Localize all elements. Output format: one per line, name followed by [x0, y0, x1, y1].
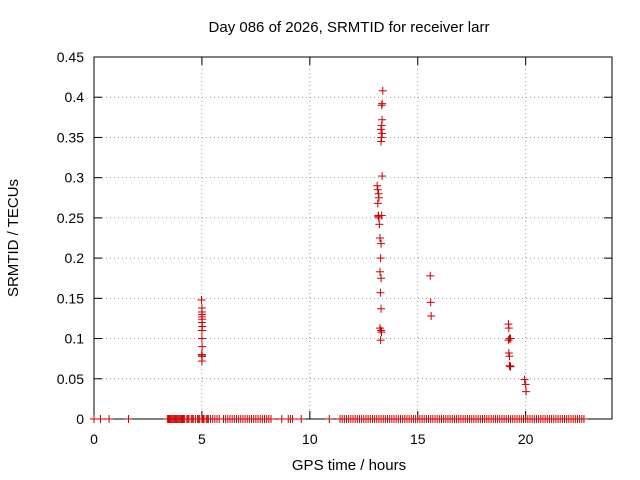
y-tick-label: 0.2	[65, 250, 85, 266]
data-point	[504, 349, 513, 358]
data-point	[198, 342, 207, 351]
data-point	[377, 239, 386, 248]
data-point	[197, 326, 206, 335]
data-point	[506, 362, 515, 371]
data-point	[197, 334, 206, 343]
x-tick-label: 20	[518, 431, 534, 447]
data-point	[373, 199, 382, 208]
data-point	[521, 380, 530, 389]
x-axis-label: GPS time / hours	[292, 457, 406, 474]
data-point	[377, 125, 386, 134]
grid-lines	[94, 57, 612, 419]
data-point	[378, 99, 387, 108]
x-tick-label: 15	[410, 431, 426, 447]
x-tick-label: 5	[198, 431, 206, 447]
y-tick-label: 0.05	[57, 371, 84, 387]
y-tick-label: 0.35	[57, 129, 84, 145]
data-point	[377, 133, 386, 142]
data-point	[377, 304, 386, 313]
data-point-zero	[105, 415, 114, 423]
data-point	[504, 324, 513, 333]
data-point-zero	[96, 415, 105, 423]
data-point	[376, 336, 385, 345]
data-point	[197, 295, 206, 304]
data-point	[378, 115, 387, 124]
data-point	[522, 387, 531, 396]
data-point	[376, 288, 385, 297]
data-point-zero	[266, 415, 275, 423]
axis-ticks: 0 0.05 0.1 0.15 0.2 0.25 0.3 0.35 0.4 0.45 0 5 10 15 2…	[57, 49, 612, 447]
y-tick-label: 0.3	[65, 170, 85, 186]
data-point	[377, 328, 386, 337]
data-point	[427, 312, 436, 321]
y-axis-label: SRMTID / TECUs	[5, 179, 22, 297]
y-tick-label: 0.4	[65, 89, 85, 105]
y-tick-label: 0.1	[65, 331, 85, 347]
data-point	[377, 211, 386, 220]
data-point	[376, 254, 385, 263]
y-tick-label: 0.45	[57, 49, 84, 65]
data-point-zero	[579, 415, 588, 423]
y-tick-label: 0.25	[57, 210, 84, 226]
data-point	[426, 271, 435, 280]
data-point	[375, 234, 384, 242]
data-point-zero	[288, 415, 297, 423]
data-point-zero	[124, 415, 133, 423]
data-point	[375, 220, 384, 229]
x-tick-label: 10	[302, 431, 318, 447]
data-point	[506, 334, 515, 343]
data-point	[373, 185, 382, 194]
data-point	[375, 267, 384, 276]
data-point	[198, 352, 207, 361]
data-point	[378, 172, 387, 181]
data-point-zero	[297, 415, 306, 423]
data-point	[505, 352, 514, 361]
chart-title: Day 086 of 2026, SRMTID for receiver lar…	[209, 19, 490, 36]
data-point	[504, 336, 513, 345]
data-point	[426, 298, 435, 307]
data-point	[378, 129, 387, 138]
data-point	[374, 212, 383, 221]
y-tick-label: 0	[76, 411, 84, 427]
data-point	[374, 193, 383, 202]
plot-frame	[93, 56, 613, 420]
data-point	[373, 181, 382, 190]
data-point	[378, 86, 387, 95]
y-tick-label: 0.15	[57, 290, 84, 306]
x-tick-label: 0	[90, 431, 98, 447]
data-point	[505, 361, 514, 370]
data-point-zero	[325, 415, 334, 423]
data-point	[377, 274, 386, 283]
data-points	[90, 86, 588, 423]
data-point	[520, 375, 529, 384]
